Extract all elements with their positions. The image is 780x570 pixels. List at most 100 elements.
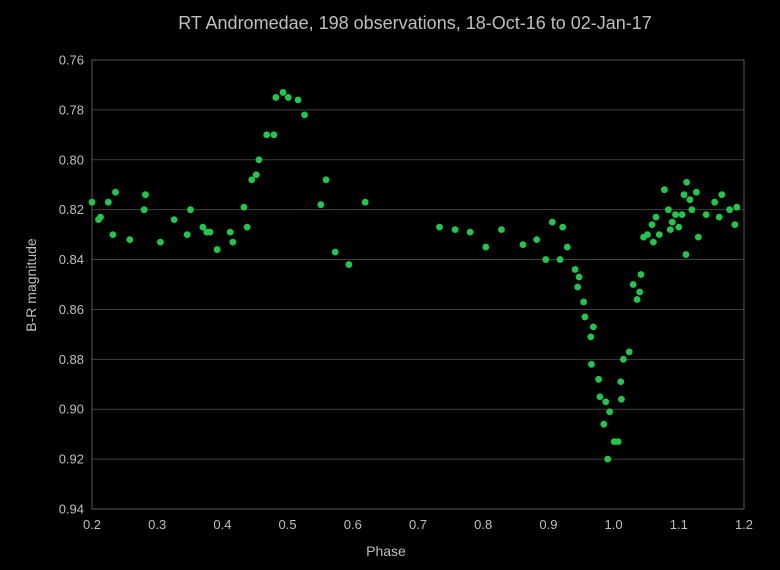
y-axis-ticks: 0.76 0.78 0.80 0.82 0.84 0.86 0.88 0.90 0.92 0.94 (59, 53, 84, 517)
y-tick-label: 0.88 (59, 352, 84, 367)
data-point (664, 206, 672, 214)
data-point (559, 223, 567, 231)
x-tick-label: 0.9 (539, 517, 557, 532)
data-point (331, 248, 339, 256)
data-point (112, 188, 119, 196)
data-point (263, 131, 271, 139)
data-point (633, 296, 641, 303)
data-point (542, 256, 550, 263)
data-point (97, 213, 104, 221)
x-tick-label: 0.8 (474, 517, 492, 532)
data-point (596, 393, 604, 401)
data-point (661, 186, 668, 194)
data-point (644, 231, 651, 239)
data-point (629, 281, 637, 288)
data-point (575, 273, 583, 281)
data-point (733, 203, 741, 211)
data-point (301, 111, 308, 119)
data-point (466, 228, 474, 236)
data-point (109, 231, 117, 239)
data-point (602, 398, 610, 406)
data-point (574, 283, 582, 291)
data-point (614, 438, 622, 446)
data-point (652, 213, 660, 221)
data-point (88, 198, 96, 206)
data-point (252, 171, 260, 179)
data-point (226, 228, 234, 236)
y-tick-label: 0.80 (59, 152, 84, 167)
data-point (482, 243, 490, 251)
x-tick-label: 1.1 (670, 517, 688, 532)
y-tick-label: 0.84 (59, 252, 84, 267)
data-point (270, 131, 278, 139)
data-point (213, 246, 221, 253)
data-point (199, 223, 207, 231)
data-point (317, 201, 325, 209)
data-point (595, 375, 603, 383)
data-point (345, 261, 353, 268)
data-point (243, 223, 251, 231)
data-point (617, 378, 625, 386)
data-point (229, 238, 237, 246)
data-point (361, 198, 369, 206)
data-point (649, 238, 657, 246)
data-point (726, 206, 734, 214)
data-point (636, 288, 644, 296)
data-point (694, 233, 702, 241)
data-point (140, 206, 148, 214)
data-point (581, 313, 589, 321)
data-point (580, 298, 588, 306)
data-point (600, 420, 608, 428)
data-point (666, 226, 674, 234)
chart-title: RT Andromedae, 198 observations, 18-Oct-… (178, 13, 652, 33)
data-point (126, 236, 134, 244)
data-point (519, 241, 527, 248)
x-axis-label: Phase (366, 543, 406, 559)
data-point (589, 323, 597, 331)
data-point (104, 198, 112, 206)
data-point (637, 271, 645, 278)
x-tick-label: 0.5 (279, 517, 297, 532)
data-point (606, 408, 614, 416)
data-point (675, 223, 683, 231)
data-point (436, 223, 443, 231)
x-tick-label: 1.2 (735, 517, 753, 532)
y-tick-label: 0.86 (59, 302, 84, 317)
data-point (451, 226, 459, 234)
data-point (588, 360, 595, 368)
x-tick-label: 0.6 (344, 517, 362, 532)
data-point (682, 251, 690, 258)
data-point (571, 266, 579, 273)
data-point (533, 236, 541, 244)
data-point (142, 191, 149, 199)
data-point (255, 156, 263, 164)
data-point (279, 89, 287, 96)
data-point (672, 211, 679, 219)
data-point (170, 216, 178, 224)
data-point (680, 191, 688, 199)
data-point (668, 218, 676, 226)
data-point (284, 94, 292, 101)
data-point (556, 256, 564, 263)
data-points (88, 89, 741, 463)
x-tick-label: 1.0 (605, 517, 623, 532)
x-tick-label: 0.3 (148, 517, 166, 532)
data-point (183, 231, 191, 239)
y-tick-label: 0.92 (59, 452, 84, 467)
data-point (678, 211, 686, 219)
x-axis-ticks: 0.2 0.3 0.4 0.5 0.6 0.7 0.8 0.9 1.0 1.1 1.2 (83, 517, 753, 532)
x-tick-label: 0.4 (213, 517, 231, 532)
data-point (498, 226, 505, 234)
y-tick-label: 0.78 (59, 102, 84, 117)
data-point (587, 333, 595, 341)
y-axis-label: B-R magnitude (23, 238, 39, 332)
plot-area-frame (91, 59, 745, 510)
data-point (187, 206, 194, 214)
data-point (715, 213, 723, 221)
data-point (604, 455, 612, 463)
data-point (711, 198, 719, 206)
data-point (702, 211, 710, 219)
data-point (206, 228, 214, 236)
data-point (240, 203, 248, 211)
data-point (248, 176, 256, 184)
